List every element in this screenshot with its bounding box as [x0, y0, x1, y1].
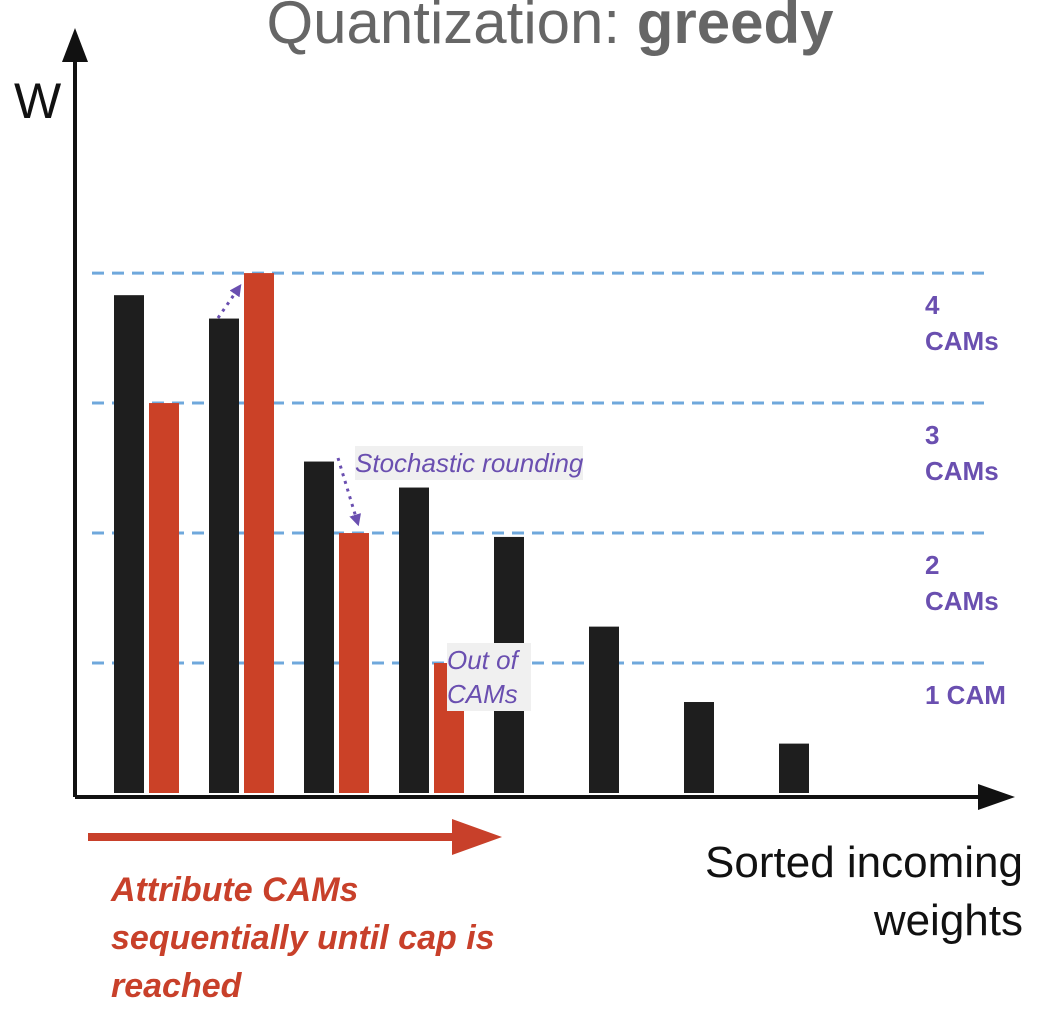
level-label-line: CAMs — [925, 586, 999, 617]
annotation: Stochastic rounding — [355, 446, 584, 480]
level-label-line: 3 — [925, 420, 940, 451]
annotation: Out of CAMs — [447, 643, 531, 711]
bar — [339, 533, 369, 793]
title-emphasis: greedy — [636, 0, 834, 56]
bar — [589, 626, 619, 793]
level-label: 4 CAMs — [925, 287, 999, 359]
level-label-line: CAMs — [925, 456, 999, 487]
x-axis-arrow — [978, 784, 1015, 810]
note-line: Attribute CAMs — [111, 871, 359, 909]
bar — [209, 318, 239, 793]
level-label: 2 CAMs — [925, 547, 999, 619]
level-label-line: CAMs — [925, 326, 999, 357]
bar — [684, 702, 714, 793]
chart-title: Quantization: greedy — [0, 0, 1041, 57]
title-text: Quantization: — [266, 0, 621, 56]
bar — [304, 461, 334, 793]
y-axis-label: W — [14, 73, 62, 129]
level-label-line: 1 CAM — [925, 680, 1006, 711]
bar — [149, 403, 179, 793]
bar — [114, 295, 144, 793]
rounding-arrow — [336, 457, 361, 527]
note-line: sequentially until cap is — [111, 919, 495, 957]
level-label: 1 CAM — [925, 677, 1006, 713]
y-axis-arrow — [62, 28, 88, 62]
bar — [779, 743, 809, 793]
bar — [399, 487, 429, 793]
x-axis-label: Sorted incoming weights — [705, 838, 1023, 945]
progress-arrow-head — [452, 819, 502, 855]
level-label: 3 CAMs — [925, 417, 999, 489]
note: Attribute CAMs sequentially until cap is r… — [111, 866, 495, 1009]
note-line: reached — [111, 967, 242, 1005]
level-label-line: 2 — [925, 550, 940, 581]
level-label-line: 4 — [925, 290, 940, 321]
bar — [244, 273, 274, 794]
rounding-arrow — [216, 284, 242, 319]
